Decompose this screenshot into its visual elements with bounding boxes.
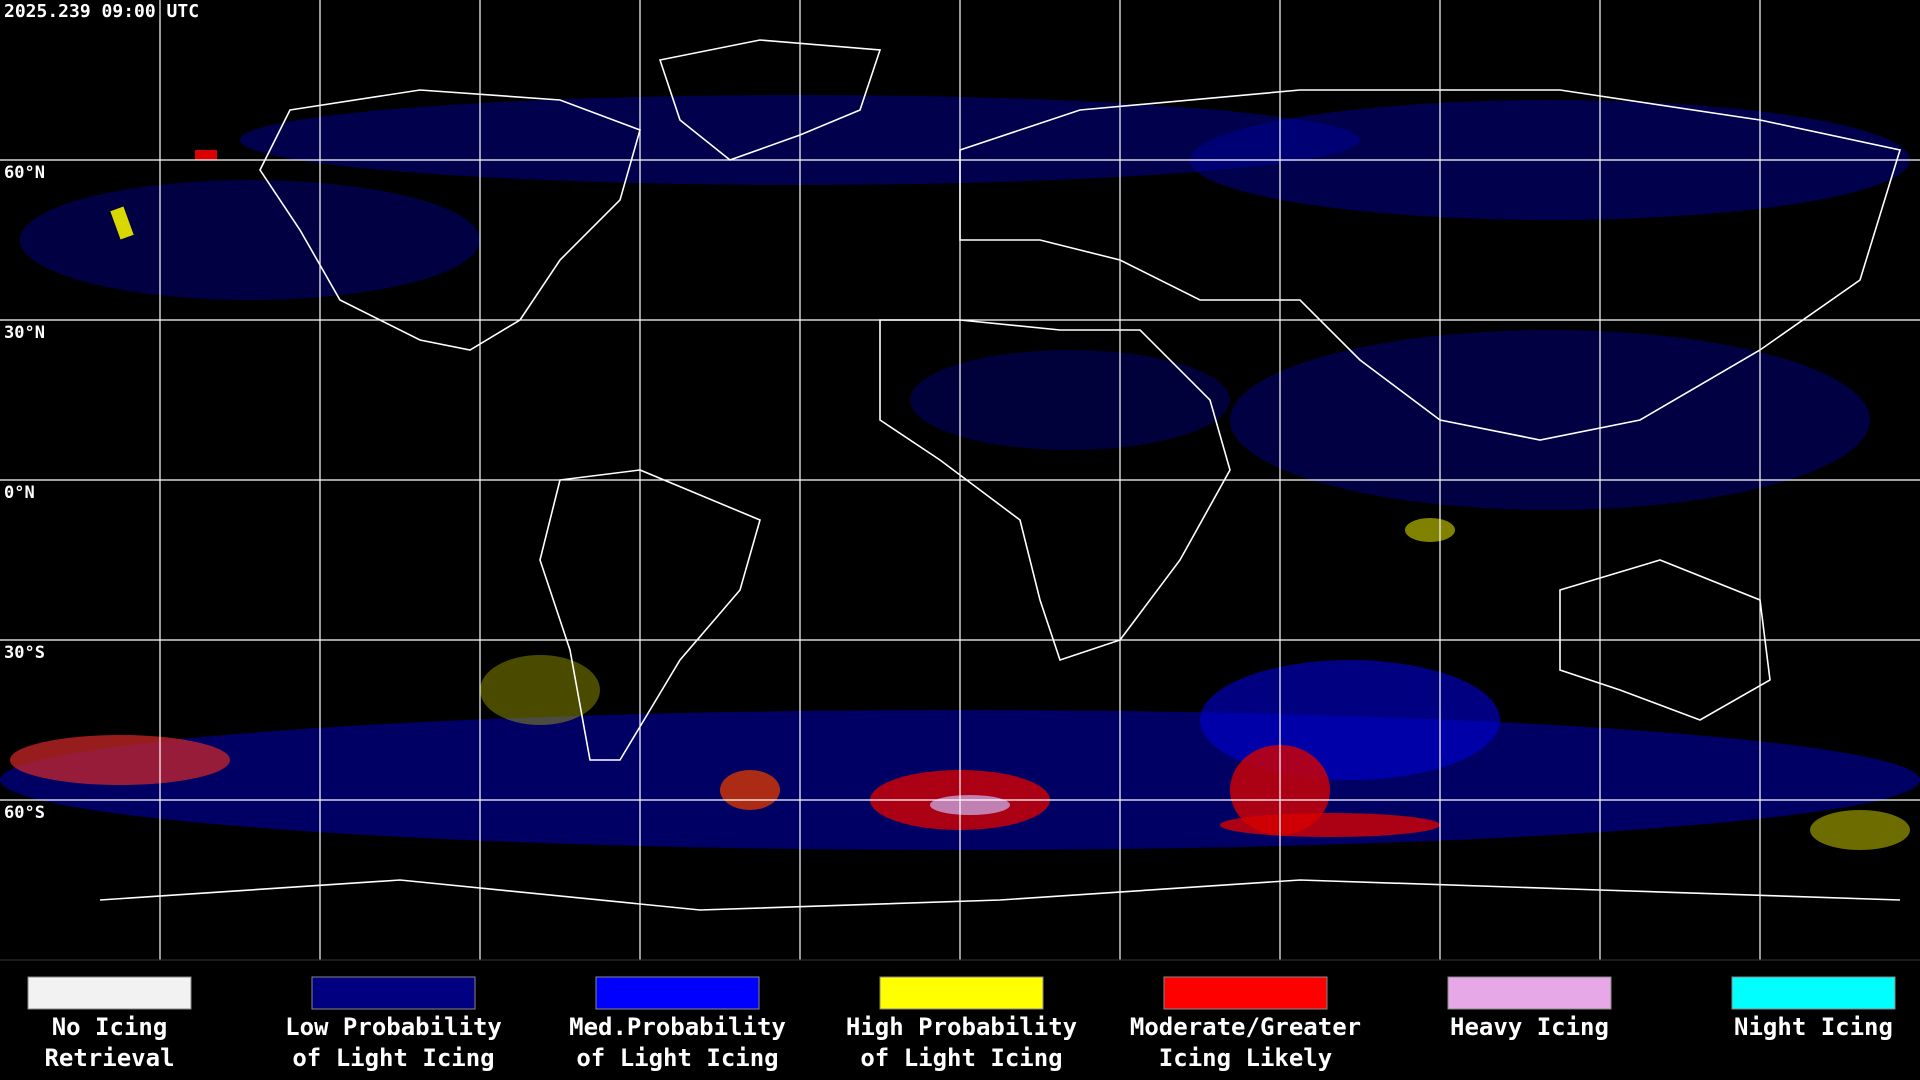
legend-label: Icing Likely	[1159, 1044, 1332, 1072]
legend-swatch	[595, 976, 760, 1010]
latitude-label: 60°S	[4, 803, 45, 823]
legend-swatch	[311, 976, 476, 1010]
map: 60°N 30°N 0°N 30°S 60°S 2025.239 09:00 UTC	[0, 0, 1920, 961]
legend-swatch	[879, 976, 1044, 1010]
legend-swatch	[1731, 976, 1896, 1010]
legend-label: No Icing	[52, 1013, 168, 1041]
legend-swatch	[1447, 976, 1612, 1010]
latitude-label: 30°S	[4, 643, 45, 663]
legend-label: Low Probability	[285, 1013, 502, 1041]
graticule	[0, 0, 1920, 961]
legend: No Icing Retrieval Low Probability of Light…	[27, 976, 1896, 1072]
legend-swatch	[1163, 976, 1328, 1010]
timestamp: 2025.239 09:00 UTC	[4, 1, 199, 22]
latitude-label: 30°N	[4, 323, 45, 343]
legend-label: of Light Icing	[576, 1044, 778, 1072]
legend-label: of Light Icing	[860, 1044, 1062, 1072]
legend-label: Moderate/Greater	[1130, 1013, 1361, 1041]
legend-label: Retrieval	[44, 1044, 174, 1072]
legend-label: High Probability	[846, 1013, 1077, 1041]
legend-label: Night Icing	[1734, 1013, 1893, 1041]
legend-label: Med.Probability	[569, 1013, 786, 1041]
legend-swatch	[27, 976, 192, 1010]
latitude-label: 60°N	[4, 163, 45, 183]
legend-label: of Light Icing	[292, 1044, 494, 1072]
latitude-labels: 60°N 30°N 0°N 30°S 60°S	[4, 163, 45, 823]
latitude-label: 0°N	[4, 483, 35, 503]
legend-label: Heavy Icing	[1450, 1013, 1609, 1041]
